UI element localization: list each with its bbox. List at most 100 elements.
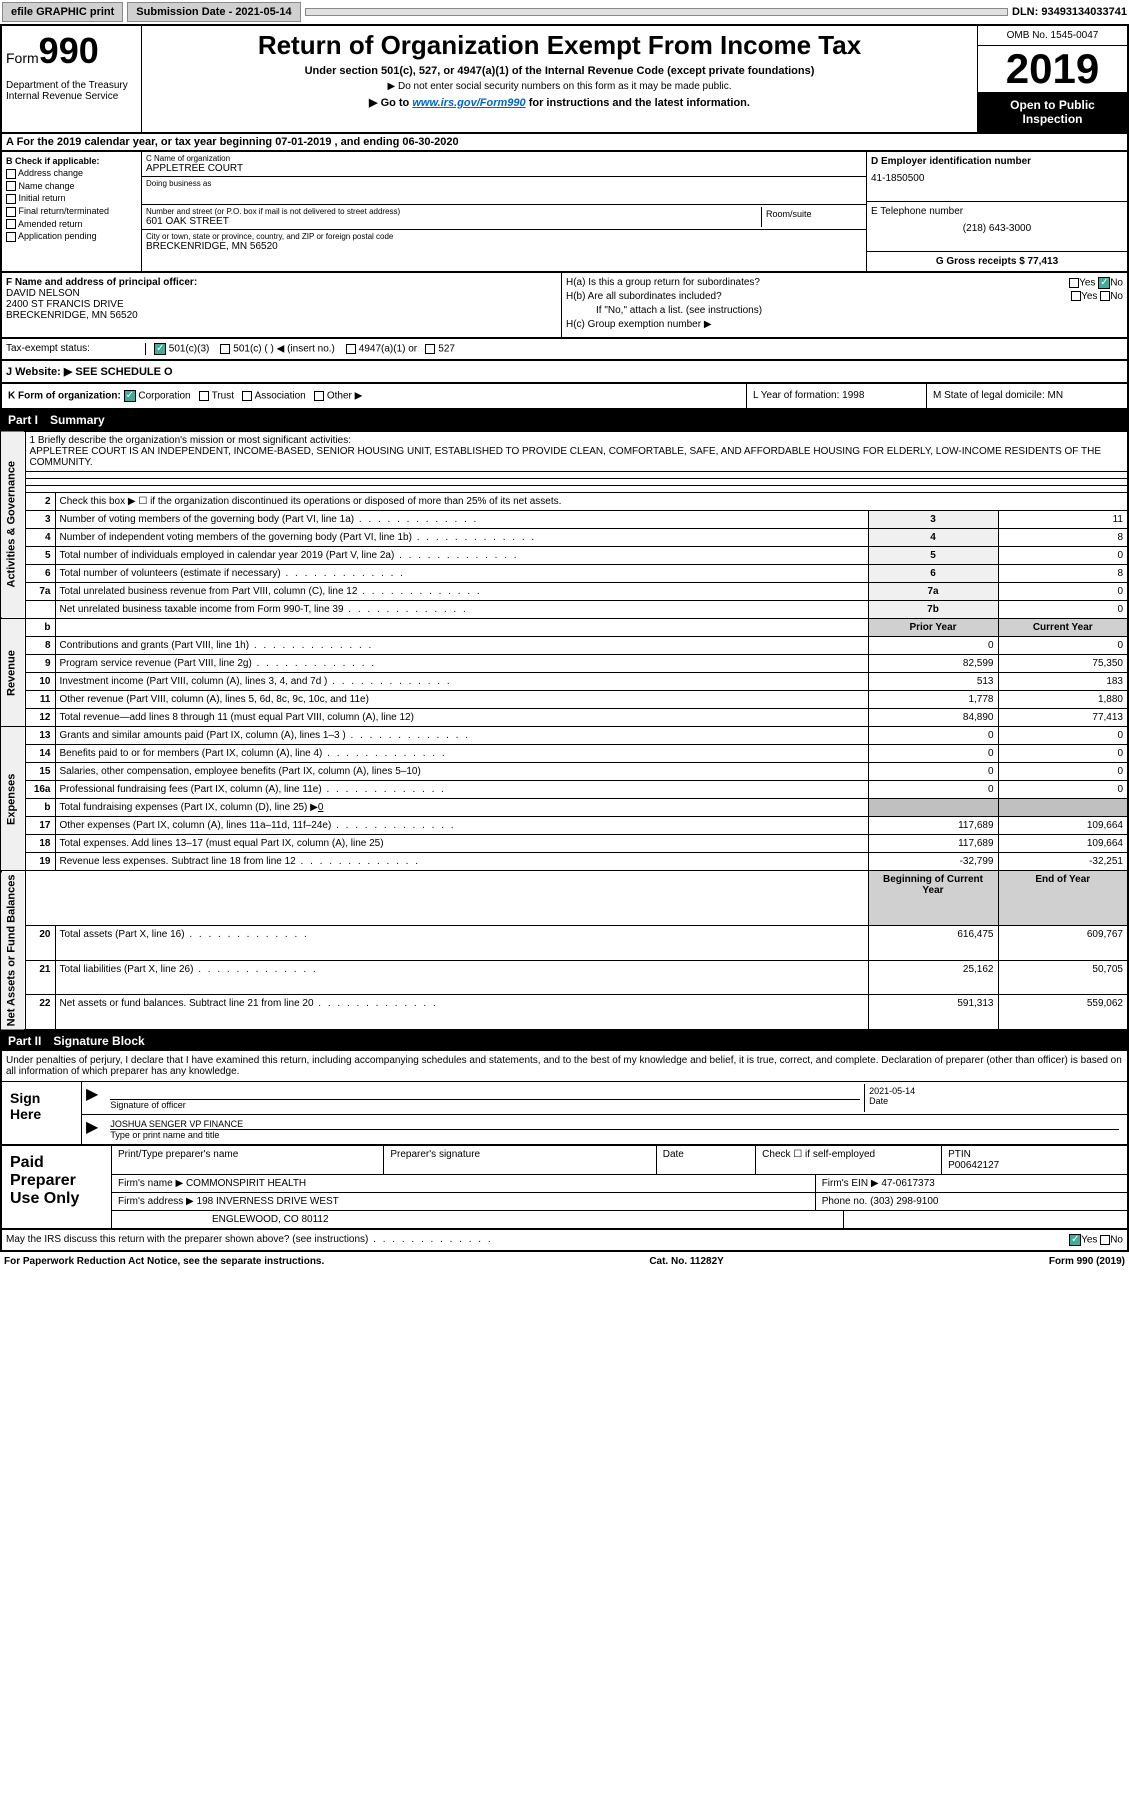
- line11: Other revenue (Part VIII, column (A), li…: [55, 691, 868, 709]
- line3: Number of voting members of the governin…: [55, 511, 868, 529]
- hb-lbl: H(b) Are all subordinates included?: [566, 291, 722, 302]
- v6: 8: [998, 565, 1128, 583]
- c17: 109,664: [998, 817, 1128, 835]
- officer-sig[interactable]: [110, 1086, 860, 1100]
- p12: 84,890: [868, 709, 998, 727]
- nb7a: 7a: [868, 583, 998, 601]
- k-trust: Trust: [212, 391, 234, 402]
- prep-title: Paid Preparer Use Only: [2, 1146, 112, 1228]
- gov-label: Activities & Governance: [1, 431, 25, 619]
- chk-name[interactable]: [6, 181, 16, 191]
- lbl-initial: Initial return: [19, 193, 66, 203]
- chk-501c3[interactable]: [154, 343, 166, 355]
- ha-lbl: H(a) Is this a group return for subordin…: [566, 277, 760, 288]
- chk-final[interactable]: [6, 207, 16, 217]
- c16a: 0: [998, 781, 1128, 799]
- nb6: 6: [868, 565, 998, 583]
- phone-lbl: Phone no.: [822, 1196, 868, 1207]
- efile-button[interactable]: efile GRAPHIC print: [2, 2, 123, 22]
- chk-initial[interactable]: [6, 194, 16, 204]
- cat-no: Cat. No. 11282Y: [649, 1256, 723, 1267]
- line15: Salaries, other compensation, employee b…: [55, 763, 868, 781]
- chk-assoc[interactable]: [242, 391, 252, 401]
- n12: 12: [25, 709, 55, 727]
- lbl-name: Name change: [19, 181, 75, 191]
- ha-yes[interactable]: [1069, 278, 1079, 288]
- chk-other[interactable]: [314, 391, 324, 401]
- f-name: DAVID NELSON: [6, 288, 557, 299]
- c11: 1,880: [998, 691, 1128, 709]
- hb-note: If "No," attach a list. (see instruction…: [566, 305, 1123, 316]
- date-lbl: Date: [869, 1096, 1119, 1106]
- note2-pre: ▶ Go to: [369, 97, 412, 109]
- n4: 4: [25, 529, 55, 547]
- form-header: Form990 Department of the Treasury Inter…: [0, 26, 1129, 134]
- p15: 0: [868, 763, 998, 781]
- end-hdr: End of Year: [998, 871, 1128, 926]
- blank-b: [55, 619, 868, 637]
- lbl-final: Final return/terminated: [19, 206, 110, 216]
- n16b: b: [25, 799, 55, 817]
- klm-m: M State of legal domicile: MN: [927, 384, 1127, 408]
- officer-lbl: Signature of officer: [110, 1100, 860, 1110]
- info-grid: B Check if applicable: Address change Na…: [0, 152, 1129, 273]
- omb-number: OMB No. 1545-0047: [978, 26, 1127, 46]
- discuss-no[interactable]: [1100, 1235, 1110, 1245]
- discuss-yes[interactable]: [1069, 1234, 1081, 1246]
- gross-lbl: G Gross receipts $ 77,413: [871, 256, 1123, 267]
- line18: Total expenses. Add lines 13–17 (must eq…: [55, 835, 868, 853]
- exp-label: Expenses: [1, 727, 25, 871]
- k-other: Other ▶: [327, 391, 362, 402]
- p17: 117,689: [868, 817, 998, 835]
- n8: 8: [25, 637, 55, 655]
- opt-4947: 4947(a)(1) or: [359, 344, 417, 355]
- n7a: 7a: [25, 583, 55, 601]
- note2: ▶ Go to www.irs.gov/Form990 for instruct…: [146, 96, 973, 109]
- n17: 17: [25, 817, 55, 835]
- firm-lbl: Firm's name ▶: [118, 1178, 183, 1189]
- p11: 1,778: [868, 691, 998, 709]
- n15: 15: [25, 763, 55, 781]
- p9: 82,599: [868, 655, 998, 673]
- part2-label: Part II: [8, 1034, 53, 1048]
- org-name: APPLETREE COURT: [146, 163, 862, 174]
- c9: 75,350: [998, 655, 1128, 673]
- klm-l: L Year of formation: 1998: [747, 384, 927, 408]
- chk-pending[interactable]: [6, 232, 16, 242]
- ha-no[interactable]: [1098, 277, 1110, 289]
- chk-amended[interactable]: [6, 219, 16, 229]
- chk-trust[interactable]: [199, 391, 209, 401]
- chk-501c[interactable]: [220, 344, 230, 354]
- chk-4947[interactable]: [346, 344, 356, 354]
- sign-here-label: Sign Here: [2, 1082, 82, 1144]
- sig-date: 2021-05-14: [869, 1086, 1119, 1096]
- e21: 50,705: [998, 960, 1128, 994]
- hb-yes[interactable]: [1071, 291, 1081, 301]
- open-public-badge: Open to Public Inspection: [978, 92, 1127, 132]
- line14: Benefits paid to or for members (Part IX…: [55, 745, 868, 763]
- v5: 0: [998, 547, 1128, 565]
- part1-title: Summary: [50, 413, 105, 427]
- n7b: [25, 601, 55, 619]
- n9: 9: [25, 655, 55, 673]
- c8: 0: [998, 637, 1128, 655]
- chk-527[interactable]: [425, 344, 435, 354]
- k-assoc: Association: [255, 391, 306, 402]
- opt-501c: 501(c) ( ) ◀ (insert no.): [233, 344, 335, 355]
- footer: For Paperwork Reduction Act Notice, see …: [0, 1252, 1129, 1271]
- tel-val: (218) 643-3000: [871, 223, 1123, 234]
- summary-table: Activities & Governance 1 Briefly descri…: [0, 430, 1129, 1031]
- mission-blank3: [25, 486, 1128, 493]
- chk-corp[interactable]: [124, 390, 136, 402]
- nb4: 4: [868, 529, 998, 547]
- k-corp: Corporation: [138, 391, 190, 402]
- prep-addr1: 198 INVERNESS DRIVE WEST: [197, 1196, 339, 1207]
- chk-address[interactable]: [6, 169, 16, 179]
- hb-no[interactable]: [1100, 291, 1110, 301]
- form-ref: Form 990 (2019): [1049, 1256, 1125, 1267]
- row-tax-status: Tax-exempt status: 501(c)(3) 501(c) ( ) …: [0, 339, 1129, 361]
- n2: 2: [25, 493, 55, 511]
- irs-link[interactable]: www.irs.gov/Form990: [412, 97, 525, 109]
- lbl-address: Address change: [18, 168, 83, 178]
- c19: -32,251: [998, 853, 1128, 871]
